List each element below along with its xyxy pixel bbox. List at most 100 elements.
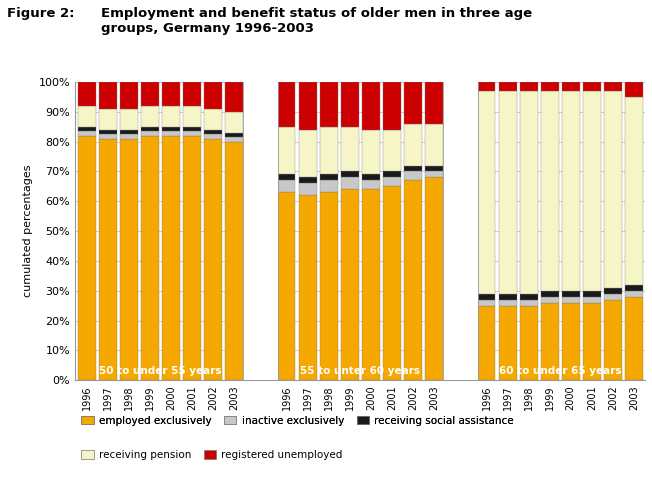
Bar: [319, 82, 338, 127]
Bar: [404, 171, 422, 180]
Bar: [183, 136, 201, 380]
Bar: [625, 82, 643, 97]
Bar: [341, 189, 359, 380]
Bar: [341, 171, 359, 177]
Text: 50 to under 55 years: 50 to under 55 years: [99, 366, 222, 376]
Y-axis label: cumulated percentages: cumulated percentages: [23, 165, 33, 297]
Bar: [362, 180, 379, 189]
Bar: [562, 297, 580, 303]
Bar: [278, 174, 295, 180]
Bar: [204, 134, 222, 139]
Bar: [98, 82, 117, 109]
Bar: [541, 297, 559, 303]
Bar: [98, 134, 117, 139]
Bar: [299, 130, 317, 177]
Bar: [425, 124, 443, 166]
Bar: [78, 127, 95, 131]
Bar: [120, 82, 138, 109]
Bar: [243, 82, 278, 380]
Bar: [204, 82, 222, 109]
Bar: [425, 82, 443, 124]
Bar: [141, 82, 158, 106]
Bar: [404, 124, 422, 166]
Bar: [583, 303, 600, 380]
Bar: [383, 82, 401, 130]
Bar: [162, 136, 180, 380]
Bar: [604, 82, 622, 91]
Bar: [319, 127, 338, 174]
Bar: [425, 166, 443, 171]
Bar: [499, 91, 516, 294]
Bar: [604, 288, 622, 294]
Bar: [78, 131, 95, 136]
Bar: [319, 174, 338, 180]
Bar: [425, 171, 443, 177]
Bar: [541, 91, 559, 291]
Bar: [362, 174, 379, 180]
Bar: [383, 130, 401, 171]
Bar: [120, 139, 138, 380]
Bar: [583, 82, 600, 91]
Bar: [562, 303, 580, 380]
Bar: [383, 171, 401, 177]
Bar: [341, 127, 359, 171]
Bar: [625, 97, 643, 285]
Bar: [499, 82, 516, 91]
Bar: [362, 130, 379, 174]
Bar: [443, 82, 478, 380]
Bar: [478, 300, 496, 306]
Bar: [98, 130, 117, 134]
Bar: [478, 82, 496, 91]
Bar: [520, 300, 538, 306]
Bar: [425, 177, 443, 380]
Bar: [141, 136, 158, 380]
Text: Figure 2:: Figure 2:: [7, 7, 74, 20]
Bar: [362, 82, 379, 130]
Bar: [604, 300, 622, 380]
Bar: [162, 131, 180, 136]
Bar: [562, 291, 580, 297]
Bar: [499, 306, 516, 380]
Bar: [520, 91, 538, 294]
Bar: [625, 297, 643, 380]
Text: 60 to under 65 years: 60 to under 65 years: [499, 366, 621, 376]
Bar: [583, 291, 600, 297]
Text: 55 to unter 60 years: 55 to unter 60 years: [300, 366, 421, 376]
Bar: [341, 82, 359, 127]
Bar: [478, 294, 496, 300]
Bar: [383, 177, 401, 186]
Bar: [162, 82, 180, 106]
Bar: [78, 82, 95, 106]
Bar: [299, 177, 317, 183]
Bar: [225, 112, 243, 133]
Bar: [541, 82, 559, 91]
Bar: [204, 109, 222, 130]
Bar: [162, 106, 180, 127]
Bar: [562, 91, 580, 291]
Bar: [341, 177, 359, 189]
Bar: [162, 127, 180, 131]
Bar: [299, 183, 317, 195]
Bar: [120, 130, 138, 134]
Legend: receiving pension, registered unemployed: receiving pension, registered unemployed: [77, 446, 347, 465]
Bar: [404, 82, 422, 124]
Bar: [78, 136, 95, 380]
Bar: [278, 180, 295, 192]
Bar: [183, 127, 201, 131]
Bar: [141, 131, 158, 136]
Bar: [299, 82, 317, 130]
Bar: [319, 192, 338, 380]
Bar: [625, 291, 643, 297]
Bar: [225, 137, 243, 142]
Bar: [98, 139, 117, 380]
Bar: [278, 82, 295, 127]
Bar: [278, 192, 295, 380]
Bar: [383, 186, 401, 380]
Bar: [499, 294, 516, 300]
Bar: [478, 91, 496, 294]
Bar: [141, 106, 158, 127]
Bar: [362, 189, 379, 380]
Bar: [225, 142, 243, 380]
Bar: [604, 91, 622, 288]
Bar: [404, 166, 422, 171]
